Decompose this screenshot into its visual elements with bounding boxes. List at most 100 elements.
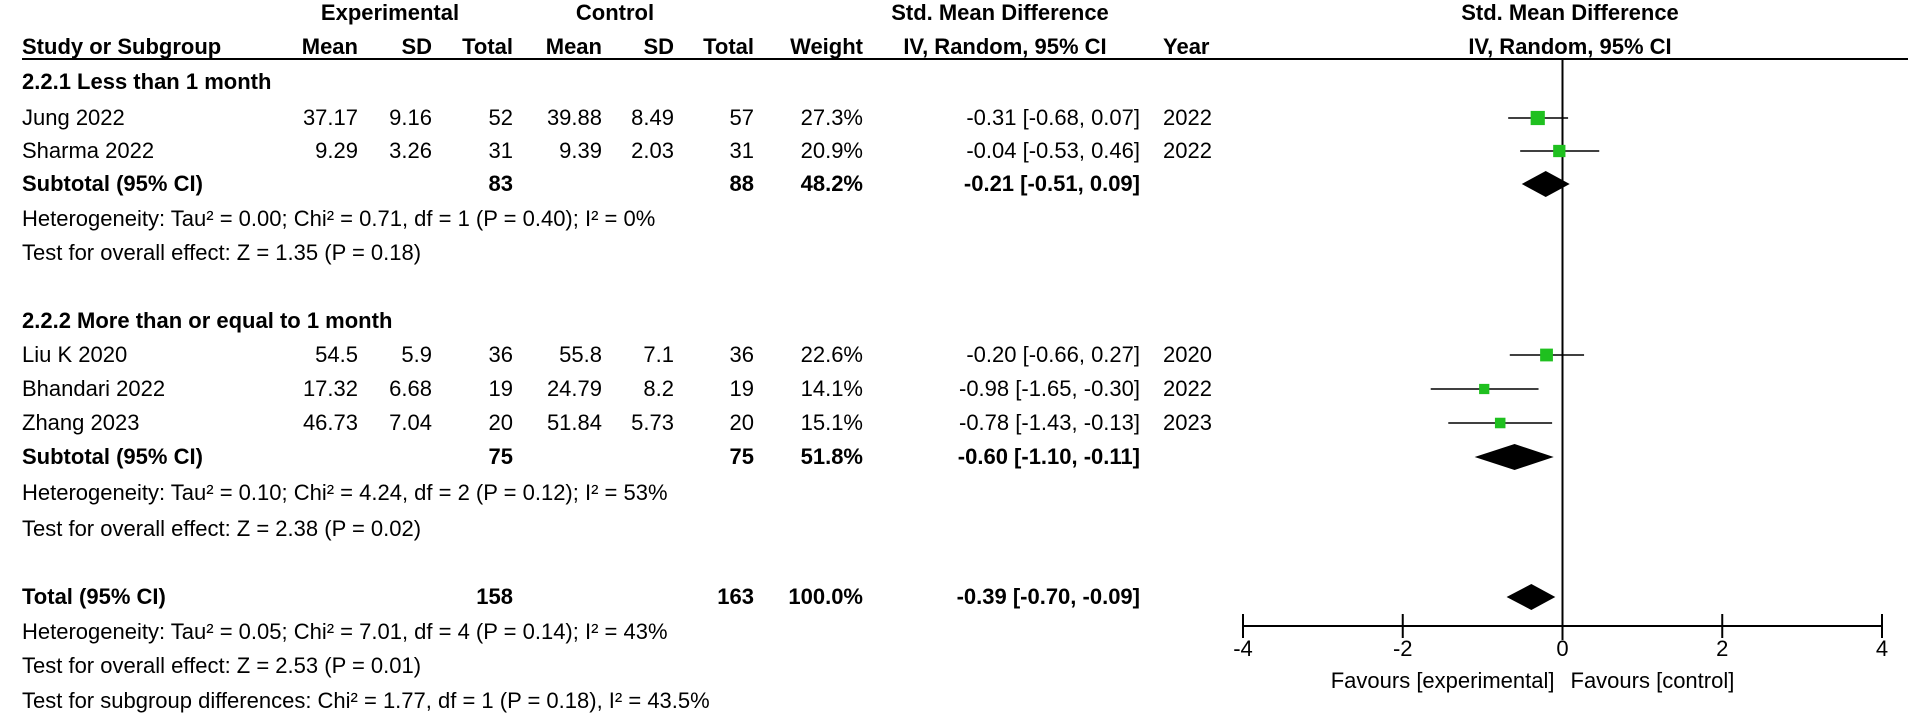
year: 2020 xyxy=(1163,342,1212,367)
total-label: Total (95% CI) xyxy=(22,584,166,609)
ctl-total: 31 xyxy=(729,138,754,163)
weight: 48.2% xyxy=(800,171,863,196)
exp-total: 20 xyxy=(488,410,513,435)
heterogeneity-text: Heterogeneity: Tau² = 0.10; Chi² = 4.24,… xyxy=(22,480,668,505)
weight: 51.8% xyxy=(800,444,863,469)
year: 2022 xyxy=(1163,138,1212,163)
ctl-mean: 24.79 xyxy=(546,376,602,401)
ctl-total: 36 xyxy=(729,342,754,367)
study-name: Jung 2022 xyxy=(22,105,125,130)
ctl-total: 20 xyxy=(729,410,754,435)
ctl-mean: 9.39 xyxy=(559,138,602,163)
study-point xyxy=(1494,417,1506,429)
weight: 100.0% xyxy=(788,584,863,609)
ctl-total: 75 xyxy=(729,444,754,469)
exp-total: 19 xyxy=(488,376,513,401)
exp-total: 31 xyxy=(488,138,513,163)
exp-sd: 3.26 xyxy=(389,138,432,163)
year: 2022 xyxy=(1163,105,1212,130)
effect-ci: -0.39 [-0.70, -0.09] xyxy=(956,584,1140,609)
exp-total: 36 xyxy=(488,342,513,367)
ctl-sd: 8.2 xyxy=(643,376,674,401)
heterogeneity-text: Heterogeneity: Tau² = 0.00; Chi² = 0.71,… xyxy=(22,206,656,231)
study-name: Zhang 2023 xyxy=(22,410,140,435)
exp-sd: 5.9 xyxy=(401,342,432,367)
ctl-mean: 55.8 xyxy=(559,342,602,367)
exp-total: 75 xyxy=(488,444,513,469)
x-tick-label: 4 xyxy=(1876,636,1888,661)
weight: 22.6% xyxy=(800,342,863,367)
year: 2022 xyxy=(1163,376,1212,401)
total1-header: Total xyxy=(462,34,513,59)
mean1-header: Mean xyxy=(301,34,358,59)
subgroup-differences-text: Test for subgroup differences: Chi² = 1.… xyxy=(22,688,710,713)
study-name: Bhandari 2022 xyxy=(22,376,166,401)
ctl-sd: 7.1 xyxy=(643,342,674,367)
effect-ci: -0.20 [-0.66, 0.27] xyxy=(966,342,1140,367)
exp-sd: 9.16 xyxy=(389,105,432,130)
ctl-total: 19 xyxy=(729,376,754,401)
favours-control-label: Favours [control] xyxy=(1571,668,1735,693)
exp-mean: 9.29 xyxy=(315,138,358,163)
sd2-header: SD xyxy=(643,34,674,59)
effect-ci: -0.31 [-0.68, 0.07] xyxy=(966,105,1140,130)
x-tick-label: 0 xyxy=(1556,636,1568,661)
ctl-sd: 8.49 xyxy=(631,105,674,130)
exp-sd: 7.04 xyxy=(389,410,432,435)
heterogeneity-text: Heterogeneity: Tau² = 0.05; Chi² = 7.01,… xyxy=(22,619,668,644)
year: 2023 xyxy=(1163,410,1212,435)
effect-ci: -0.60 [-1.10, -0.11] xyxy=(957,444,1140,469)
control-header: Control xyxy=(575,0,655,25)
experimental-header: Experimental xyxy=(320,0,460,25)
study-point xyxy=(1479,383,1490,395)
exp-total: 158 xyxy=(476,584,513,609)
study-header: Study or Subgroup xyxy=(22,34,222,59)
ctl-mean: 51.84 xyxy=(546,410,602,435)
study-point xyxy=(1540,348,1553,362)
exp-mean: 46.73 xyxy=(302,410,358,435)
favours-experimental-label: Favours [experimental] xyxy=(1331,668,1555,693)
total2-header: Total xyxy=(703,34,754,59)
ctl-sd: 5.73 xyxy=(631,410,674,435)
effect-ci: -0.98 [-1.65, -0.30] xyxy=(959,376,1140,401)
ctl-total: 163 xyxy=(717,584,754,609)
study-name: Liu K 2020 xyxy=(22,342,128,367)
overall-effect-text: Test for overall effect: Z = 1.35 (P = 0… xyxy=(22,240,422,265)
effect-ci: -0.21 [-0.51, 0.09] xyxy=(963,171,1140,196)
weight: 14.1% xyxy=(800,376,863,401)
summary-diamond xyxy=(1474,444,1554,470)
x-tick-label: -2 xyxy=(1393,636,1413,661)
study-name: Sharma 2022 xyxy=(22,138,155,163)
study-point xyxy=(1553,144,1566,158)
study-point xyxy=(1530,110,1545,126)
exp-mean: 17.32 xyxy=(302,376,358,401)
overall-effect-text: Test for overall effect: Z = 2.38 (P = 0… xyxy=(22,516,422,541)
x-tick-label: -4 xyxy=(1233,636,1253,661)
summary-diamond xyxy=(1506,584,1556,610)
exp-mean: 54.5 xyxy=(315,342,358,367)
smd-header: Std. Mean Difference xyxy=(891,0,1109,25)
weight: 15.1% xyxy=(800,410,863,435)
ctl-sd: 2.03 xyxy=(631,138,674,163)
plot-title: Std. Mean Difference xyxy=(1461,0,1679,25)
sd1-header: SD xyxy=(401,34,432,59)
subtotal-label: Subtotal (95% CI) xyxy=(22,444,203,469)
method-header: IV, Random, 95% CI xyxy=(903,34,1107,59)
exp-mean: 37.17 xyxy=(302,105,358,130)
group-title: 2.2.2 More than or equal to 1 month xyxy=(22,308,393,333)
group-title: 2.2.1 Less than 1 month xyxy=(22,69,272,94)
effect-ci: -0.78 [-1.43, -0.13] xyxy=(959,410,1140,435)
ctl-total: 88 xyxy=(729,171,754,196)
weight: 27.3% xyxy=(800,105,863,130)
exp-total: 83 xyxy=(488,171,513,196)
year-header: Year xyxy=(1163,34,1210,59)
mean2-header: Mean xyxy=(545,34,602,59)
overall-effect-text: Test for overall effect: Z = 2.53 (P = 0… xyxy=(22,653,422,678)
exp-total: 52 xyxy=(488,105,513,130)
exp-sd: 6.68 xyxy=(389,376,432,401)
plot-method-header: IV, Random, 95% CI xyxy=(1468,34,1672,59)
x-tick-label: 2 xyxy=(1716,636,1728,661)
ctl-mean: 39.88 xyxy=(546,105,602,130)
subtotal-label: Subtotal (95% CI) xyxy=(22,171,203,196)
